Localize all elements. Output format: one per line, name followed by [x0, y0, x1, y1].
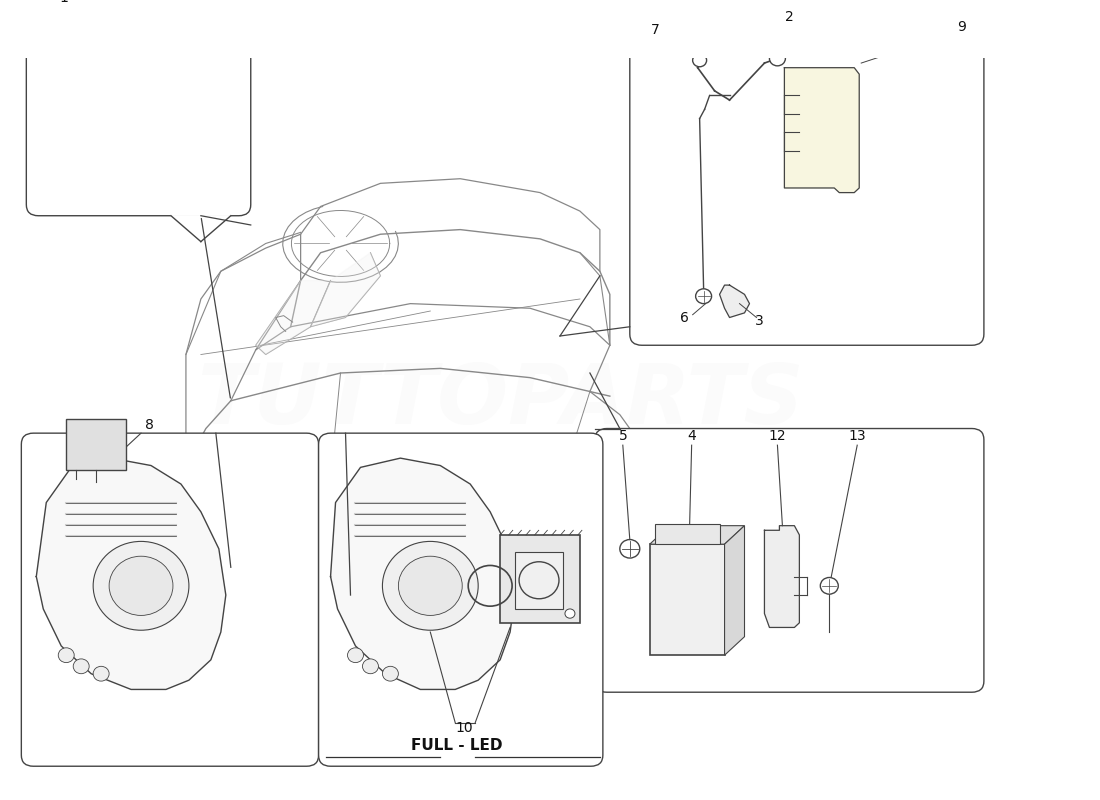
Polygon shape: [725, 526, 745, 655]
Polygon shape: [170, 216, 231, 242]
Circle shape: [619, 539, 640, 558]
Text: 6: 6: [680, 311, 689, 325]
Circle shape: [695, 289, 712, 304]
Circle shape: [565, 609, 575, 618]
Text: 1985: 1985: [494, 462, 706, 580]
FancyBboxPatch shape: [21, 433, 319, 766]
Text: 12: 12: [769, 429, 786, 442]
Polygon shape: [650, 526, 745, 544]
Circle shape: [383, 542, 478, 630]
Text: FULL - LED: FULL - LED: [411, 738, 503, 754]
FancyBboxPatch shape: [66, 419, 126, 470]
FancyBboxPatch shape: [595, 429, 983, 692]
Polygon shape: [764, 526, 800, 627]
Circle shape: [58, 648, 74, 662]
FancyBboxPatch shape: [650, 544, 725, 655]
Polygon shape: [255, 281, 331, 354]
Text: 13: 13: [848, 429, 866, 442]
Text: 9: 9: [957, 20, 967, 34]
Text: 5: 5: [618, 429, 627, 442]
Text: TUTTOPARTS: TUTTOPARTS: [197, 360, 803, 442]
Circle shape: [363, 659, 378, 674]
Text: 4: 4: [688, 429, 696, 442]
FancyBboxPatch shape: [26, 0, 251, 216]
FancyBboxPatch shape: [630, 3, 983, 346]
Text: 10: 10: [455, 721, 473, 735]
Circle shape: [94, 542, 189, 630]
Text: a passion for parts since 1985: a passion for parts since 1985: [417, 431, 683, 518]
Circle shape: [769, 51, 785, 66]
Text: 2: 2: [785, 10, 794, 25]
FancyBboxPatch shape: [515, 551, 563, 609]
Circle shape: [109, 556, 173, 615]
Text: 8: 8: [144, 418, 154, 431]
Polygon shape: [331, 458, 515, 690]
FancyBboxPatch shape: [131, 0, 161, 22]
Circle shape: [348, 648, 363, 662]
Circle shape: [398, 556, 462, 615]
Polygon shape: [161, 0, 186, 7]
Circle shape: [74, 659, 89, 674]
Circle shape: [94, 666, 109, 681]
Polygon shape: [784, 68, 859, 193]
FancyBboxPatch shape: [500, 535, 580, 623]
FancyBboxPatch shape: [319, 433, 603, 766]
Circle shape: [383, 666, 398, 681]
Polygon shape: [719, 285, 749, 318]
Circle shape: [693, 54, 706, 66]
Text: 3: 3: [755, 314, 763, 328]
Text: 7: 7: [651, 23, 660, 38]
FancyBboxPatch shape: [654, 524, 719, 544]
Polygon shape: [36, 458, 226, 690]
Text: 1: 1: [59, 0, 68, 6]
Polygon shape: [310, 253, 381, 326]
Circle shape: [821, 578, 838, 594]
